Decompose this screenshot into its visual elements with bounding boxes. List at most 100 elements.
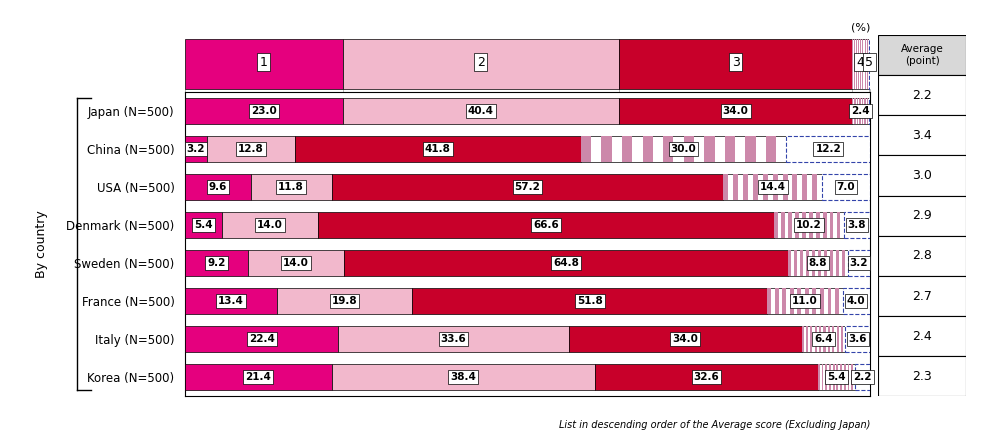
Text: 11.0: 11.0	[792, 296, 818, 306]
Text: By country: By country	[35, 210, 48, 278]
Bar	[878, 75, 966, 115]
Bar	[822, 364, 823, 390]
Bar	[855, 364, 870, 390]
Bar	[207, 136, 295, 162]
Bar	[836, 364, 838, 390]
Bar	[824, 250, 827, 276]
Bar	[869, 98, 870, 124]
Text: 11.8: 11.8	[278, 182, 304, 192]
Text: 2.8: 2.8	[912, 249, 932, 262]
Bar	[848, 364, 849, 390]
Bar	[663, 136, 673, 162]
Bar	[844, 212, 870, 238]
Bar	[878, 276, 966, 316]
Bar	[619, 39, 852, 89]
Bar	[819, 326, 821, 352]
Bar	[869, 39, 870, 89]
Bar	[332, 174, 723, 200]
Bar	[781, 212, 785, 238]
Bar	[858, 39, 859, 89]
Text: 2.2: 2.2	[853, 372, 872, 382]
Text: 33.6: 33.6	[441, 334, 466, 344]
Text: 2.4: 2.4	[851, 106, 870, 116]
Bar	[794, 250, 797, 276]
Bar	[812, 288, 816, 314]
Bar	[843, 288, 870, 314]
Bar	[581, 136, 786, 162]
Text: 4: 4	[856, 56, 864, 69]
Bar	[841, 326, 843, 352]
Text: 3.0: 3.0	[912, 169, 932, 182]
Bar	[185, 364, 332, 390]
Bar	[802, 326, 845, 352]
Bar	[569, 326, 802, 352]
Bar	[185, 136, 207, 162]
Text: 14.0: 14.0	[257, 220, 283, 230]
Bar	[802, 326, 804, 352]
Text: 30.0: 30.0	[671, 144, 697, 154]
Bar	[767, 288, 843, 314]
Bar	[822, 174, 870, 200]
Bar	[774, 212, 844, 238]
Bar	[725, 136, 735, 162]
Bar	[837, 212, 840, 238]
Text: 57.2: 57.2	[515, 182, 540, 192]
Bar	[763, 174, 768, 200]
Bar	[795, 212, 799, 238]
Text: 9.2: 9.2	[207, 258, 226, 268]
Text: 7.0: 7.0	[837, 182, 855, 192]
Text: 40.4: 40.4	[468, 106, 494, 116]
Bar	[622, 136, 632, 162]
Text: 3.8: 3.8	[848, 220, 866, 230]
Text: 21.4: 21.4	[245, 372, 271, 382]
Bar	[878, 155, 966, 196]
Bar	[830, 212, 833, 238]
Bar	[840, 364, 842, 390]
Bar	[295, 136, 581, 162]
Bar	[860, 39, 861, 89]
Bar	[852, 39, 869, 89]
Text: 34.0: 34.0	[672, 334, 698, 344]
Bar	[854, 39, 855, 89]
Text: (%): (%)	[851, 23, 870, 33]
Bar	[820, 288, 824, 314]
Bar	[835, 288, 839, 314]
Text: 66.6: 66.6	[533, 220, 559, 230]
Bar	[185, 174, 251, 200]
Bar	[844, 212, 870, 238]
Bar	[788, 212, 792, 238]
Bar	[837, 326, 839, 352]
Bar	[800, 250, 803, 276]
Text: 9.6: 9.6	[209, 182, 227, 192]
Text: 3.4: 3.4	[912, 129, 932, 142]
Text: 2.2: 2.2	[912, 89, 932, 102]
Bar	[802, 212, 806, 238]
Bar	[832, 326, 834, 352]
Bar	[869, 39, 870, 89]
Text: 23.0: 23.0	[251, 106, 277, 116]
Bar	[745, 136, 756, 162]
Text: 3.6: 3.6	[848, 334, 867, 344]
Text: 3.2: 3.2	[187, 144, 205, 154]
Bar	[851, 364, 853, 390]
Text: 4.0: 4.0	[847, 296, 866, 306]
Text: 14.0: 14.0	[283, 258, 309, 268]
Text: 10.2: 10.2	[796, 220, 822, 230]
Bar	[773, 174, 778, 200]
Text: 51.8: 51.8	[577, 296, 603, 306]
Bar	[862, 39, 863, 89]
Text: 8.8: 8.8	[809, 258, 827, 268]
Bar	[318, 212, 774, 238]
Bar	[878, 236, 966, 276]
Text: 41.8: 41.8	[425, 144, 451, 154]
Bar	[818, 364, 855, 390]
Bar	[856, 39, 857, 89]
Bar	[822, 174, 870, 200]
Bar	[806, 326, 808, 352]
Bar	[816, 212, 820, 238]
Bar	[844, 364, 846, 390]
Bar	[786, 136, 870, 162]
Bar	[343, 39, 619, 89]
Bar	[830, 250, 833, 276]
Bar	[248, 250, 344, 276]
